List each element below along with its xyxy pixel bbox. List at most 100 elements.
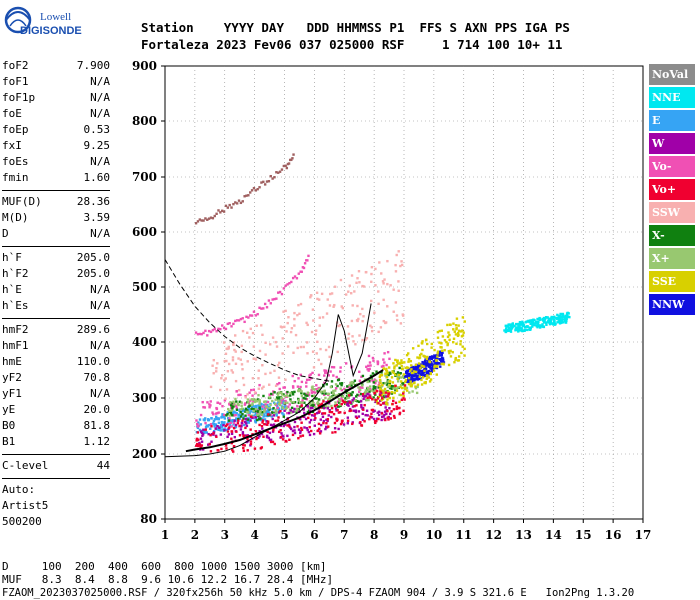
echo-point: [367, 364, 370, 368]
echo-point: [427, 376, 431, 379]
echo-point: [366, 386, 370, 390]
echo-point: [348, 284, 351, 287]
echo-point: [241, 376, 245, 380]
param-value: N/A: [90, 339, 110, 352]
echo-point: [352, 409, 356, 412]
echo-point: [553, 320, 556, 323]
echo-point: [520, 327, 523, 330]
echo-point: [255, 400, 259, 403]
legend-entry-x: X+: [649, 248, 695, 269]
echo-point: [299, 345, 303, 349]
param-name: fmin: [2, 171, 29, 184]
echo-point: [424, 358, 427, 361]
echo-point: [442, 361, 446, 364]
echo-point: [401, 386, 404, 390]
echo-point: [460, 351, 463, 355]
echo-point: [286, 394, 289, 398]
echo-point: [392, 387, 395, 390]
echo-point: [314, 333, 317, 336]
echo-point: [332, 412, 336, 416]
echo-point: [237, 393, 240, 397]
echo-point: [367, 391, 371, 395]
echo-point: [418, 353, 422, 357]
echo-point: [556, 321, 559, 324]
f2-x-echo: [282, 164, 286, 168]
param-name: h`E: [2, 283, 22, 296]
f2-o-echo: [230, 325, 233, 328]
echo-point: [344, 401, 347, 404]
echo-point: [217, 421, 221, 424]
echo-point: [308, 374, 311, 377]
f2-o-echo: [247, 316, 250, 319]
f2-x-echo: [243, 195, 246, 198]
echo-point: [420, 364, 423, 367]
echo-point: [276, 406, 279, 410]
param-name: C-level: [2, 459, 49, 472]
echo-point: [216, 449, 219, 452]
y-tick-label: 800: [132, 114, 157, 128]
echo-point: [232, 421, 236, 425]
f2-o-echo: [252, 310, 256, 313]
echo-point: [391, 385, 395, 388]
echo-point: [244, 407, 248, 410]
echo-point: [346, 402, 350, 405]
echo-point: [315, 384, 318, 387]
echo-point: [352, 340, 355, 343]
echo-point: [315, 412, 319, 415]
param-name: foEp: [2, 123, 29, 136]
echo-point: [408, 368, 412, 371]
echo-point: [198, 443, 202, 446]
echo-point: [515, 326, 519, 329]
x-tick-label: 6: [310, 528, 318, 542]
echo-point: [202, 428, 205, 431]
echo-point: [257, 393, 260, 397]
echo-point: [258, 430, 261, 433]
f2-o-echo: [196, 333, 200, 336]
echo-point: [565, 316, 568, 319]
echo-point: [212, 433, 215, 436]
f2-x-echo: [249, 191, 252, 194]
echo-point: [369, 396, 372, 400]
echo-point: [315, 387, 318, 391]
echo-point: [518, 324, 521, 328]
echo-point: [374, 267, 377, 271]
echo-point: [521, 329, 524, 332]
echo-point: [352, 397, 356, 400]
echo-point: [271, 424, 274, 427]
echo-point: [254, 430, 258, 433]
echo-point: [204, 417, 207, 420]
echo-point: [299, 401, 302, 404]
echo-point: [294, 333, 298, 337]
echo-point: [249, 399, 252, 402]
echo-point: [325, 421, 328, 425]
y-tick-label: 300: [132, 391, 157, 405]
echo-point: [398, 362, 402, 365]
echo-point: [256, 413, 259, 417]
echo-point: [455, 342, 458, 345]
echo-point: [258, 406, 261, 409]
echo-point: [232, 400, 235, 404]
echo-point: [241, 431, 245, 434]
echo-point: [438, 358, 442, 361]
echo-point: [232, 405, 235, 408]
echo-point: [399, 383, 403, 387]
echo-point: [354, 399, 357, 402]
echo-point: [367, 398, 370, 402]
echo-point: [244, 426, 247, 430]
echo-point: [295, 407, 299, 411]
echo-point: [214, 412, 218, 415]
echo-point: [311, 350, 315, 353]
legend-entry-vo: Vo+: [649, 179, 695, 200]
echo-point: [259, 324, 263, 327]
echo-point: [258, 410, 262, 414]
echo-point: [209, 400, 212, 403]
x-tick-label: 10: [426, 528, 443, 542]
echo-point: [209, 422, 213, 426]
f2-o-echo: [204, 329, 207, 333]
echo-point: [416, 383, 420, 386]
f2-x-echo: [200, 219, 203, 222]
echo-point: [227, 426, 231, 429]
echo-point: [275, 410, 278, 414]
echo-point: [317, 373, 321, 377]
echo-point: [361, 319, 364, 323]
